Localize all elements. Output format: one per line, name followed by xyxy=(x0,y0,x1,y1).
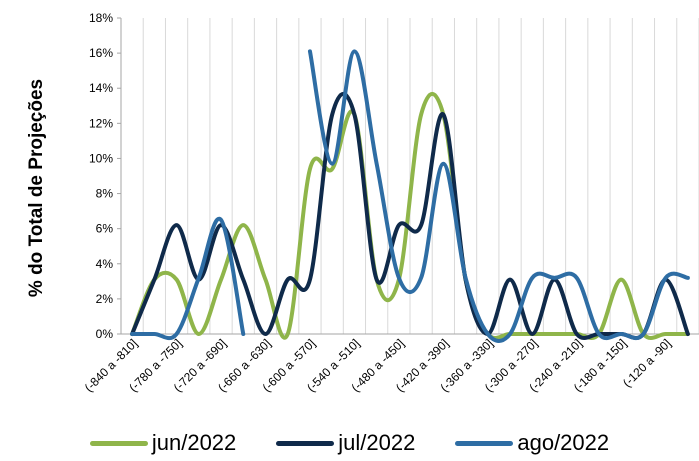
legend-swatch xyxy=(455,440,514,446)
y-tick-label: 10% xyxy=(89,151,113,165)
legend-item: jul/2022 xyxy=(276,430,415,456)
series-line-3 xyxy=(307,49,690,343)
x-tick-label: (-120 a -90] xyxy=(620,336,674,390)
y-tick-label: 8% xyxy=(96,187,114,201)
legend-item: ago/2022 xyxy=(455,430,609,456)
legend-item: jun/2022 xyxy=(89,430,237,456)
grid-lines xyxy=(142,18,699,334)
y-tick-label: 14% xyxy=(89,81,113,95)
series-line-3 xyxy=(130,216,246,341)
series-line-2 xyxy=(130,92,690,340)
x-tick-labels: (-840 a -810](-780 a -750](-720 a -690](… xyxy=(82,336,674,394)
legend-label: ago/2022 xyxy=(517,430,610,455)
y-tick-label: 2% xyxy=(96,292,114,306)
legend-swatch xyxy=(89,440,148,446)
y-axis-label: % do Total de Projeções xyxy=(26,79,47,297)
y-tick-labels: 0% 2% 4% 6% 8% 10% 12% 14% 16% 18% xyxy=(89,11,113,341)
y-tick-label: 4% xyxy=(96,257,114,271)
y-tick-label: 18% xyxy=(89,11,113,25)
axes xyxy=(117,17,699,335)
y-tick-label: 16% xyxy=(89,46,113,60)
y-tick-label: 0% xyxy=(96,327,114,341)
legend: jun/2022 jul/2022 ago/2022 xyxy=(0,426,699,460)
legend-label: jul/2022 xyxy=(338,430,416,455)
legend-swatch xyxy=(276,440,335,446)
y-tick-label: 6% xyxy=(96,222,114,236)
y-tick-label: 12% xyxy=(89,116,113,130)
series-lines xyxy=(130,49,690,343)
legend-label: jun/2022 xyxy=(151,430,237,455)
